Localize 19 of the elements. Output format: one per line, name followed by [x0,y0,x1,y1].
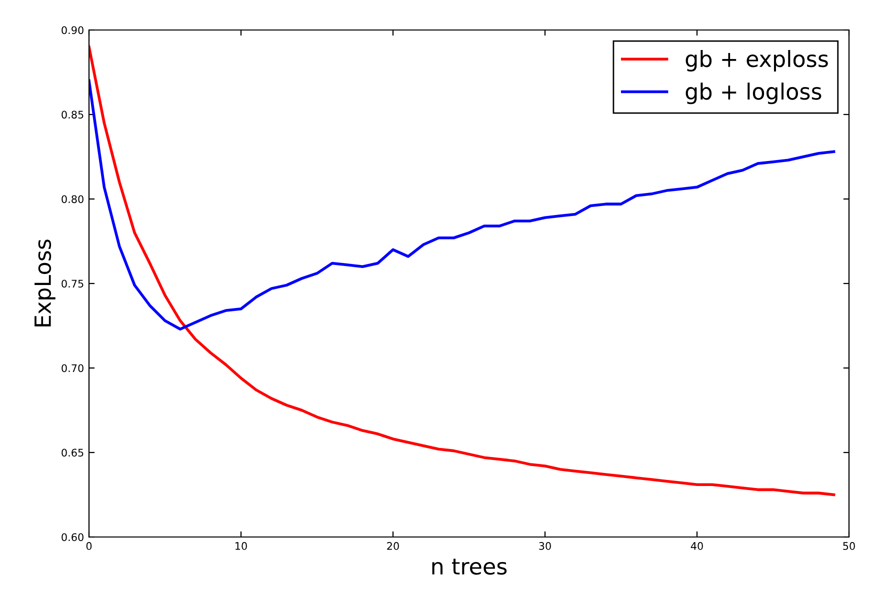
y-tick-label: 0.65 [62,448,84,457]
x-tick-label: 40 [690,542,703,550]
y-tick-label: 0.70 [62,364,84,372]
legend-label: gb + exploss [686,50,828,72]
y-tick-label: 0.80 [62,195,84,204]
x-axis-title: n trees [432,558,507,575]
x-tick-label: 0 [86,542,92,550]
y-tick-label: 0.85 [62,110,84,119]
y-axis-title: ExpLoss [34,240,56,326]
x-tick-label: 10 [236,542,247,550]
y-tick-label: 0.90 [62,26,84,34]
line-series [89,46,836,496]
line-series [89,79,836,331]
y-tick-label: 0.75 [62,280,84,288]
x-tick-label: 20 [387,542,399,550]
legend-label: gb + logloss [686,82,822,104]
x-tick-label: 50 [843,542,855,550]
y-tick-label: 0.60 [62,533,84,542]
x-tick-label: 30 [539,542,551,550]
